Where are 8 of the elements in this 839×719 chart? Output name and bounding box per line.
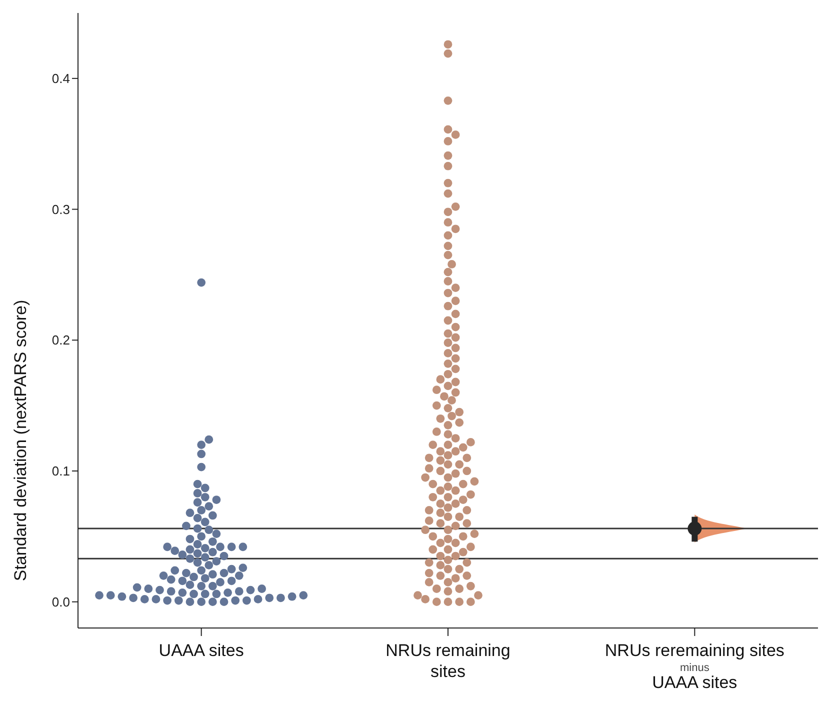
y-tick-label: 0.0: [52, 594, 70, 610]
y-axis-title: Standard deviation (nextPARS score): [11, 300, 30, 582]
y-tick-label: 0.1: [52, 464, 70, 479]
y-tick-label: 0.4: [52, 71, 70, 86]
y-tick-label: 0.3: [52, 202, 70, 217]
y-tick-label: 0.2: [52, 332, 70, 348]
x-tick-label: NRUs remaining sites: [386, 641, 510, 681]
x-tick-label: UAAA sites: [158, 641, 244, 660]
